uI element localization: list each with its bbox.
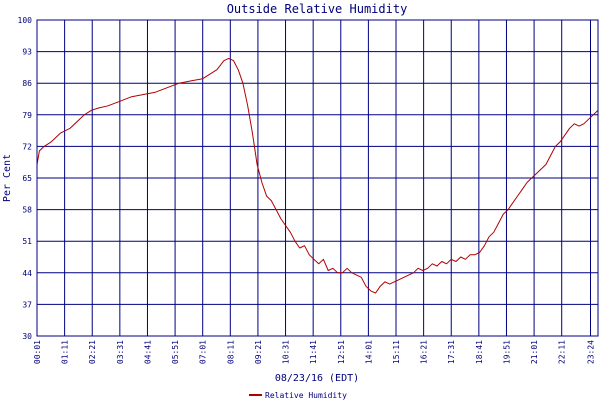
x-tick-label: 08:11 — [226, 340, 235, 364]
x-tick-label: 01:11 — [61, 340, 70, 364]
legend-label: Relative Humidity — [265, 391, 347, 400]
grid-lines — [36, 19, 598, 337]
x-tick-label: 03:31 — [116, 340, 125, 364]
x-tick-label: 14:01 — [364, 340, 373, 364]
y-tick-label: 65 — [22, 174, 32, 183]
series-layer — [36, 57, 599, 294]
x-tick-label: 18:41 — [475, 340, 484, 364]
y-tick-label: 86 — [22, 79, 32, 88]
x-tick-label: 19:51 — [502, 340, 511, 364]
x-tick-label: 07:01 — [199, 340, 208, 364]
x-tick-label: 11:41 — [309, 340, 318, 364]
x-tick-label: 16:21 — [420, 340, 429, 364]
legend: Relative Humidity — [249, 391, 347, 400]
y-tick-label: 37 — [22, 300, 32, 309]
x-axis-label: 08/23/16 (EDT) — [275, 373, 359, 384]
x-tick-labels: 00:01 01:11 02:21 03:31 04:41 05:51 07:01 08:11… — [33, 340, 596, 364]
x-tick-label: 23:24 — [587, 340, 596, 364]
y-tick-label: 58 — [22, 206, 32, 215]
x-tick-label: 21:01 — [530, 340, 539, 364]
plot-frame — [36, 19, 599, 337]
x-tick-label: 05:51 — [171, 340, 180, 364]
x-tick-label: 12:51 — [337, 340, 346, 364]
y-tick-label: 93 — [22, 48, 32, 57]
x-tick-label: 00:01 — [33, 340, 42, 364]
y-tick-label: 100 — [18, 16, 33, 25]
x-tick-label: 17:31 — [447, 340, 456, 364]
y-tick-label: 79 — [22, 111, 32, 120]
y-tick-label: 44 — [22, 269, 32, 278]
y-tick-label: 72 — [22, 142, 32, 151]
y-tick-label: 51 — [22, 237, 32, 246]
x-tick-label: 15:11 — [392, 340, 401, 364]
chart-title: Outside Relative Humidity — [227, 2, 408, 16]
y-axis-label: Per Cent — [2, 154, 13, 202]
y-tick-labels: 30 37 44 51 58 65 72 79 86 93 100 — [18, 16, 33, 341]
x-tick-label: 10:31 — [282, 340, 291, 364]
x-tick-label: 04:41 — [143, 340, 152, 364]
x-tick-label: 22:11 — [558, 340, 567, 364]
series-line-relative-humidity — [36, 57, 599, 294]
y-tick-label: 30 — [22, 332, 32, 341]
x-tick-label: 02:21 — [88, 340, 97, 364]
x-tick-label: 09:21 — [254, 340, 263, 364]
